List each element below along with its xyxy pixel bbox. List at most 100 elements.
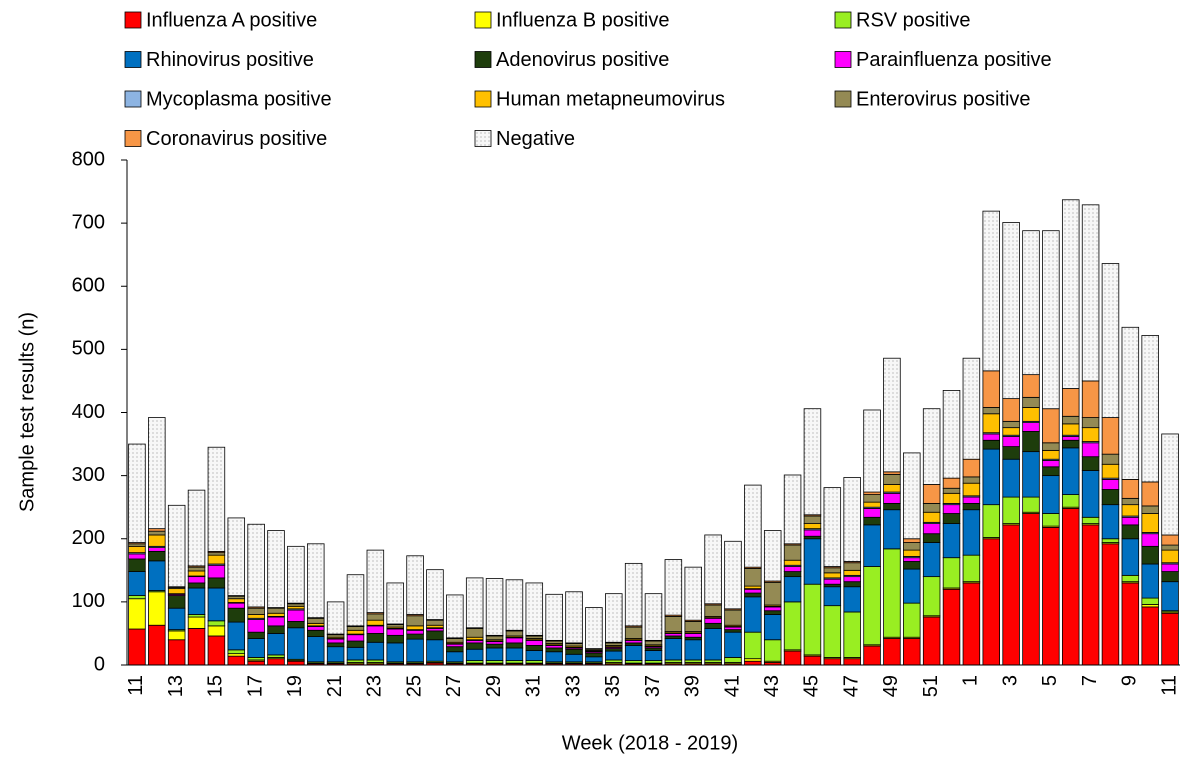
x-tick-label: 39 bbox=[682, 675, 704, 697]
bar-segment bbox=[187, 587, 206, 615]
legend-swatch bbox=[474, 90, 492, 108]
bar-segment bbox=[1022, 451, 1040, 498]
bar-segment bbox=[128, 558, 146, 572]
bar-segment bbox=[1101, 453, 1120, 465]
bar-segment bbox=[485, 635, 504, 641]
bar-segment bbox=[247, 607, 265, 615]
bar-segment bbox=[128, 595, 146, 600]
bar-segment bbox=[326, 642, 345, 648]
bar-segment bbox=[605, 593, 623, 643]
bar-segment bbox=[207, 446, 226, 552]
bar-segment bbox=[167, 504, 186, 588]
bar-segment bbox=[267, 616, 285, 627]
bar-segment bbox=[962, 554, 981, 583]
bar-segment bbox=[287, 621, 305, 629]
bar-segment bbox=[1061, 423, 1080, 436]
bar-segment bbox=[1141, 545, 1159, 565]
bar-segment bbox=[1101, 489, 1120, 506]
bar-segment bbox=[883, 509, 901, 550]
legend-label: Enterovirus positive bbox=[856, 88, 1031, 110]
bar-segment bbox=[406, 629, 424, 635]
bar-segment bbox=[982, 538, 1000, 666]
bar-segment bbox=[1061, 439, 1080, 449]
x-tick-label: 35 bbox=[602, 675, 624, 697]
x-tick-label: 15 bbox=[205, 675, 227, 697]
x-tick-label: 41 bbox=[721, 675, 743, 697]
bar-segment bbox=[684, 621, 702, 632]
bar-segment bbox=[684, 566, 702, 621]
bar-segment bbox=[763, 606, 782, 612]
bar-segment bbox=[982, 504, 1000, 538]
bar-segment bbox=[386, 642, 404, 663]
bar-segment bbox=[307, 629, 325, 637]
bar-segment bbox=[505, 579, 524, 631]
bar-segment bbox=[763, 530, 782, 582]
bar-segment bbox=[287, 545, 305, 604]
x-tick-label: 17 bbox=[244, 675, 266, 697]
bar-segment bbox=[1161, 433, 1179, 536]
x-tick-label: 31 bbox=[523, 675, 545, 697]
bar-segment bbox=[962, 476, 981, 484]
bar-segment bbox=[803, 515, 822, 525]
bar-segment bbox=[167, 595, 186, 609]
bar-segment bbox=[267, 612, 285, 617]
bar-segment bbox=[744, 588, 762, 594]
x-tick-label: 9 bbox=[1119, 675, 1141, 686]
bar-segment bbox=[823, 586, 842, 607]
bar-segment bbox=[227, 598, 246, 603]
bar-segment bbox=[187, 576, 206, 584]
bar-segment bbox=[883, 484, 901, 493]
bar-segment bbox=[644, 650, 663, 661]
bar-segment bbox=[227, 655, 246, 666]
bar-segment bbox=[148, 591, 166, 626]
x-tick-label: 1 bbox=[960, 675, 982, 686]
bar-segment bbox=[505, 642, 524, 649]
bar-segment bbox=[247, 660, 265, 666]
bar-segment bbox=[724, 631, 742, 658]
bar-segment bbox=[684, 639, 702, 661]
legend-swatch bbox=[834, 11, 852, 29]
bar-segment bbox=[704, 622, 722, 629]
bar-segment bbox=[287, 660, 305, 666]
bar-segment bbox=[1121, 524, 1140, 540]
legend-swatch bbox=[834, 51, 852, 68]
bar-segment bbox=[465, 577, 484, 629]
y-axis-title: Sample test results (n) bbox=[16, 312, 38, 512]
bar-segment bbox=[863, 494, 881, 503]
bar-segment bbox=[426, 630, 444, 641]
bar-segment bbox=[704, 627, 722, 661]
bar-segment bbox=[1121, 326, 1140, 480]
bar-segment bbox=[1022, 513, 1040, 666]
bar-segment bbox=[962, 357, 981, 460]
bar-segment bbox=[1042, 466, 1060, 477]
x-tick-label: 23 bbox=[364, 675, 386, 697]
y-tick-label: 300 bbox=[72, 464, 105, 486]
bar-segment bbox=[1121, 574, 1140, 583]
bar-segment bbox=[962, 496, 981, 504]
legend-swatch bbox=[124, 11, 142, 29]
bar-segment bbox=[227, 602, 246, 609]
y-tick-label: 700 bbox=[72, 211, 105, 233]
bar-segment bbox=[843, 569, 861, 576]
bar-segment bbox=[1101, 543, 1120, 666]
x-tick-label: 7 bbox=[1079, 675, 1101, 686]
legend-label: Negative bbox=[496, 128, 575, 150]
bar-segment bbox=[942, 487, 961, 494]
legend-label: Coronavirus positive bbox=[146, 128, 327, 150]
x-tick-label: 49 bbox=[880, 675, 902, 697]
legend-label: Human metapneumovirus bbox=[496, 88, 725, 110]
bar-segment bbox=[1161, 612, 1179, 666]
x-tick-label: 19 bbox=[284, 675, 306, 697]
bar-segment bbox=[763, 610, 782, 615]
bar-segment bbox=[307, 636, 325, 663]
bar-segment bbox=[982, 413, 1000, 434]
bar-segment bbox=[426, 639, 444, 662]
bar-segment bbox=[883, 638, 901, 666]
bar-segment bbox=[585, 607, 603, 649]
bar-segment bbox=[1121, 582, 1140, 666]
bar-segment bbox=[307, 626, 325, 631]
bar-segment bbox=[783, 559, 802, 566]
legend-swatch bbox=[124, 130, 142, 147]
bar-segment bbox=[525, 582, 544, 636]
bar-segment bbox=[1022, 431, 1040, 453]
